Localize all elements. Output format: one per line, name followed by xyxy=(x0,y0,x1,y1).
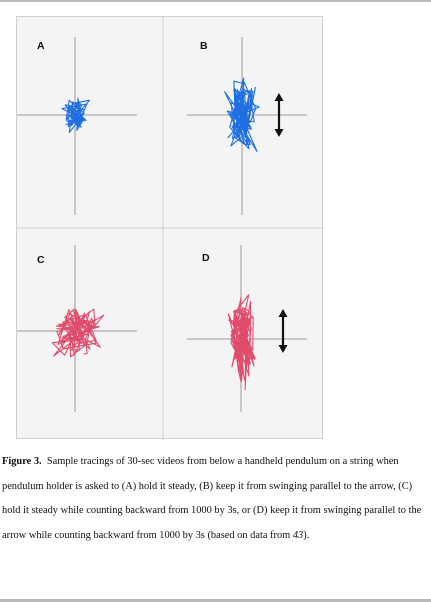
panel-d-label: D xyxy=(202,252,210,264)
panel-d-double-arrow-icon xyxy=(278,309,288,353)
figure-3: A B C D xyxy=(16,16,324,440)
caption-text: Sample tracings of 30-sec videos from be… xyxy=(2,456,422,541)
panel-a: A xyxy=(17,37,137,215)
panel-b-label: B xyxy=(200,40,208,52)
caption-figure-label: Figure 3. xyxy=(2,456,42,467)
panel-c-tracing xyxy=(51,308,105,358)
panel-c: C xyxy=(17,245,137,412)
panel-b-double-arrow-icon xyxy=(274,93,284,137)
panel-b: B xyxy=(187,37,307,215)
figure-3-image: A B C D xyxy=(17,17,324,440)
panel-a-tracing xyxy=(61,97,91,134)
bottom-rule xyxy=(0,599,431,602)
top-rule xyxy=(0,0,431,2)
caption-text-end: ). xyxy=(303,529,310,541)
panel-a-label: A xyxy=(37,40,45,52)
panel-d-tracing xyxy=(227,294,256,391)
panel-d: D xyxy=(187,245,307,412)
panel-b-tracing xyxy=(224,77,260,153)
panel-c-label: C xyxy=(37,254,45,266)
caption-reference: 43 xyxy=(292,529,304,541)
figure-caption: Figure 3. Sample tracings of 30-sec vide… xyxy=(2,450,429,548)
